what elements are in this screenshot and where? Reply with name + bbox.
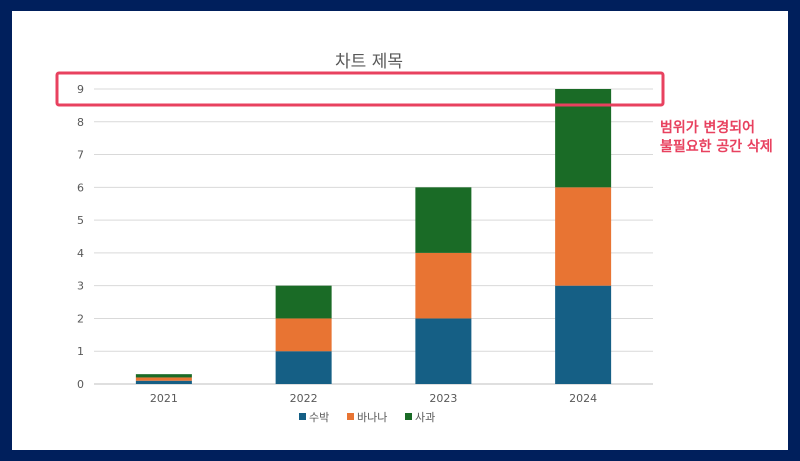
y-tick-label: 5 — [77, 214, 84, 227]
bar-2022-series-2 — [275, 285, 332, 319]
bars — [135, 89, 612, 384]
y-tick-label: 6 — [77, 181, 84, 194]
bar-2022-series-1 — [275, 318, 332, 352]
y-tick-label: 8 — [77, 116, 84, 129]
y-tick-label: 2 — [77, 312, 84, 325]
bar-2023-series-1 — [415, 252, 472, 319]
bar-2024-series-1 — [555, 187, 612, 286]
x-tick-label: 2023 — [429, 392, 457, 405]
bar-2021-series-0 — [135, 380, 192, 384]
bar-2021-series-2 — [135, 374, 192, 378]
x-tick-label: 2021 — [150, 392, 178, 405]
y-tick-label: 0 — [77, 378, 84, 391]
y-tick-label: 3 — [77, 280, 84, 293]
legend-swatch — [299, 413, 306, 420]
legend: 수박 바나나 사과 — [299, 411, 435, 424]
bar-2024-series-0 — [555, 285, 612, 384]
bar-2021-series-1 — [135, 377, 192, 381]
chart-frame: 차트 제목 0 1 2 3 4 5 6 7 8 9 2021 2022 2023 2024 수박 바나나 사… — [12, 11, 788, 450]
highlight-box — [55, 71, 665, 107]
legend-label: 수박 — [309, 411, 329, 424]
legend-swatch — [347, 413, 354, 420]
x-tick-label: 2022 — [290, 392, 318, 405]
y-axis-ticks: 0 1 2 3 4 5 6 7 8 9 — [77, 83, 84, 391]
bar-2022-series-0 — [275, 351, 332, 384]
y-tick-label: 4 — [77, 247, 84, 260]
legend-label: 사과 — [415, 411, 435, 424]
y-tick-label: 1 — [77, 345, 84, 358]
chart-title: 차트 제목 — [335, 52, 403, 72]
bar-2023-series-0 — [415, 318, 472, 384]
annotation-line-2: 불필요한 공간 삭제 — [660, 139, 773, 155]
annotation-line-1: 범위가 변경되어 — [660, 120, 756, 136]
annotation-callout: 범위가 변경되어 불필요한 공간 삭제 — [660, 119, 773, 157]
y-tick-label: 9 — [77, 83, 84, 96]
y-tick-label: 7 — [77, 149, 84, 162]
x-tick-label: 2024 — [569, 392, 597, 405]
x-axis-ticks: 2021 2022 2023 2024 — [150, 392, 597, 405]
bar-2023-series-2 — [415, 187, 472, 253]
legend-swatch — [405, 413, 412, 420]
stacked-bar-chart: 차트 제목 0 1 2 3 4 5 6 7 8 9 2021 2022 2023 2024 수박 바나나 사… — [55, 52, 665, 424]
legend-label: 바나나 — [357, 411, 387, 424]
